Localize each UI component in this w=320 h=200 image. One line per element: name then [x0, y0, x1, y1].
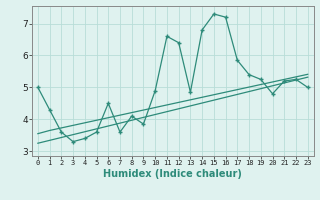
X-axis label: Humidex (Indice chaleur): Humidex (Indice chaleur) — [103, 169, 242, 179]
